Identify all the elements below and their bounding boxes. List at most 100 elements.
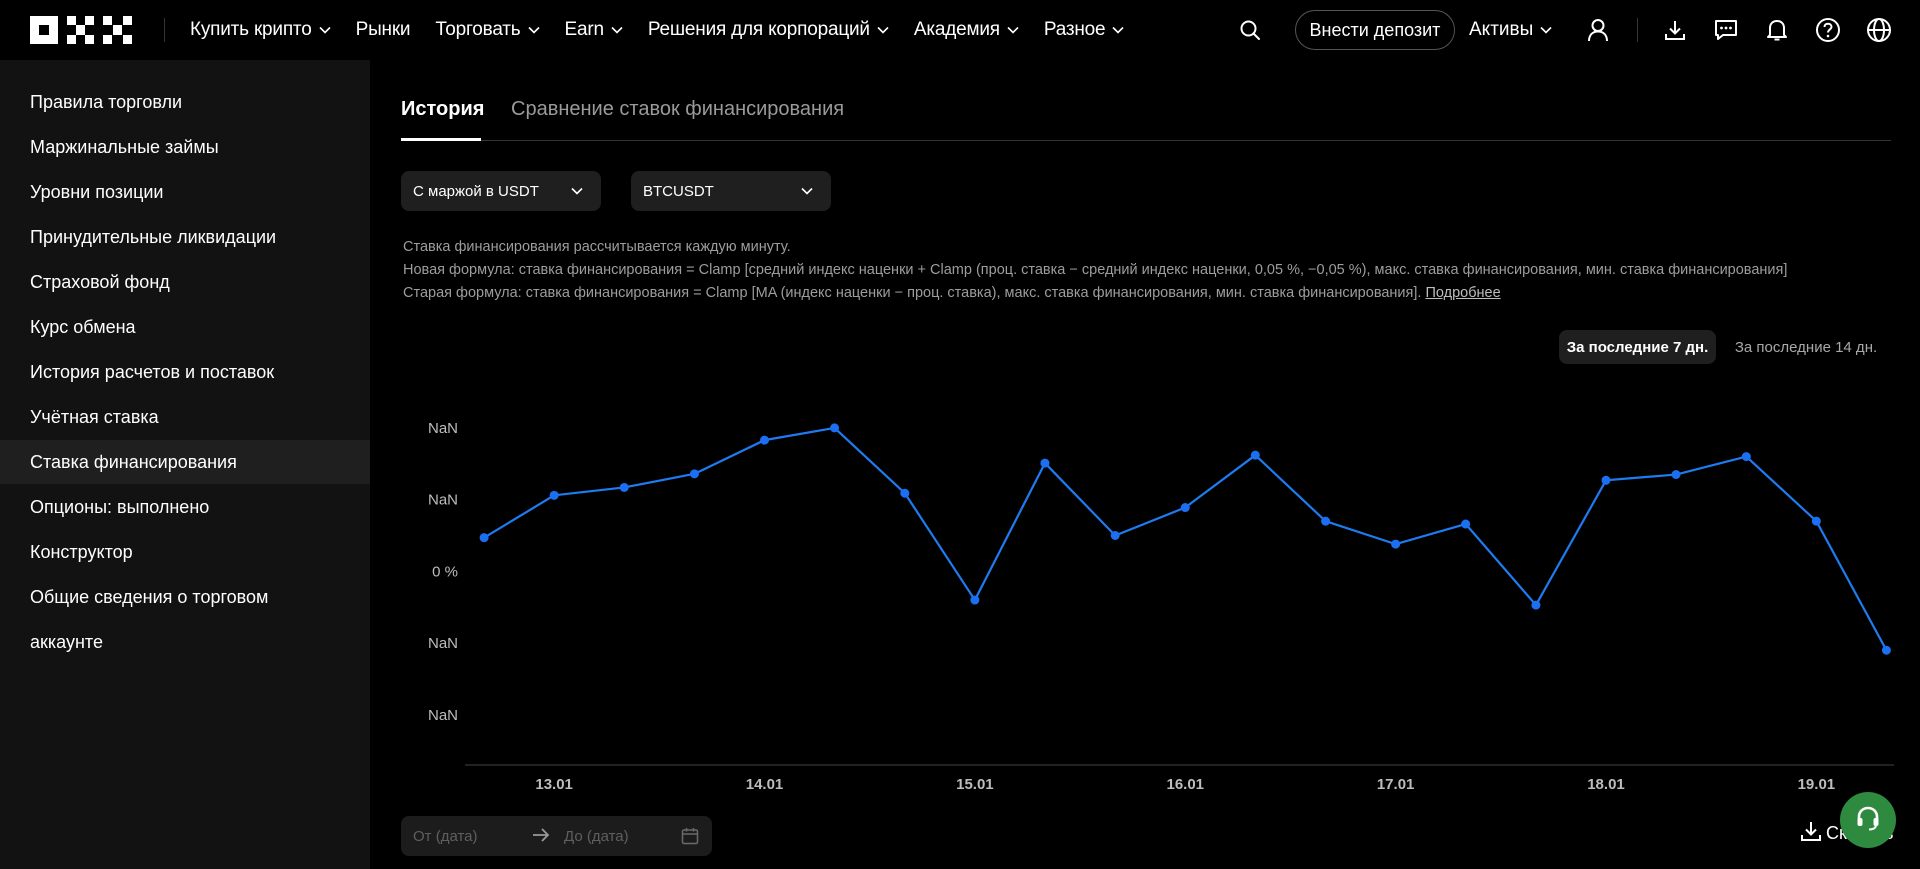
info-line: Ставка финансирования рассчитывается каж…	[403, 239, 791, 255]
x-tick-label: 18.01	[1587, 776, 1625, 793]
y-tick-label: NaN	[428, 492, 458, 509]
tab-funding-comparison[interactable]: Сравнение ставок финансирования	[511, 98, 844, 121]
sidebar-item-label: Опционы: выполнено	[30, 496, 210, 517]
active-tab-indicator	[401, 138, 481, 141]
support-chat-button[interactable]	[1840, 792, 1896, 848]
headset-icon	[1853, 803, 1883, 838]
pair-select[interactable]: BTCUSDT	[631, 171, 831, 211]
sidebar-item-options-exercised[interactable]: Опционы: выполнено	[0, 485, 370, 529]
x-tick-label: 16.01	[1166, 776, 1204, 793]
data-point	[1671, 470, 1681, 480]
sidebar-item-margin-loans[interactable]: Маржинальные займы	[0, 125, 370, 169]
data-point	[900, 488, 910, 498]
data-point	[1601, 475, 1611, 485]
info-line-text: Старая формула: ставка финансирования = …	[403, 285, 1422, 301]
data-point	[1110, 531, 1120, 541]
sidebar-item-trading-rules[interactable]: Правила торговли	[0, 80, 370, 124]
chevron-down-icon	[877, 26, 889, 34]
chevron-down-icon	[801, 187, 813, 195]
sidebar-item-label: Учётная ставка	[30, 406, 159, 427]
sidebar-item-exchange-rate[interactable]: Курс обмена	[0, 305, 370, 349]
chat-icon[interactable]	[1711, 15, 1741, 45]
download-icon[interactable]	[1660, 15, 1690, 45]
menu-item-label: Решения для корпораций	[647, 19, 870, 40]
y-tick-label: NaN	[428, 420, 458, 437]
info-line: Новая формула: ставка финансирования = C…	[403, 262, 1788, 278]
chevron-down-icon	[527, 26, 540, 34]
sidebar-item-account-overview[interactable]: Общие сведения о торговом	[0, 575, 370, 619]
globe-icon[interactable]	[1864, 15, 1894, 45]
data-point	[549, 490, 559, 500]
deposit-button[interactable]: Внести депозит	[1295, 10, 1455, 50]
range-14-days-button[interactable]: За последние 14 дн.	[1734, 338, 1878, 356]
tab-bar: История Сравнение ставок финансирования	[401, 92, 1891, 141]
y-tick-label: NaN	[428, 707, 458, 724]
chevron-down-icon	[1112, 26, 1124, 34]
download-icon	[1800, 820, 1822, 847]
data-point	[1250, 450, 1260, 460]
search-icon[interactable]	[1235, 15, 1265, 45]
sidebar-item-discount-rate[interactable]: Учётная ставка	[0, 395, 370, 439]
range-7-days-button[interactable]: За последние 7 дн.	[1559, 330, 1716, 364]
data-point	[1461, 519, 1471, 529]
chevron-down-icon	[611, 26, 623, 34]
sidebar: Правила торговли Маржинальные займы Уров…	[0, 60, 370, 869]
nav-divider	[1637, 18, 1638, 42]
calendar-icon[interactable]	[681, 827, 699, 850]
date-range-picker: От (дата) До (дата)	[401, 816, 712, 856]
sidebar-item-liquidations[interactable]: Принудительные ликвидации	[0, 215, 370, 259]
sidebar-item-settlement-history[interactable]: История расчетов и поставок	[0, 350, 370, 394]
menu-markets[interactable]: Рынки	[356, 19, 411, 41]
nav-divider	[164, 18, 165, 42]
sidebar-item-funding-rate[interactable]: Ставка финансирования	[0, 440, 370, 484]
info-line: Старая формула: ставка финансирования = …	[403, 282, 1787, 305]
margin-type-select[interactable]: С маржой в USDT	[401, 171, 601, 211]
menu-more[interactable]: Разное	[1044, 19, 1125, 41]
chevron-down-icon	[571, 187, 583, 195]
select-value: BTCUSDT	[643, 182, 714, 200]
data-point	[760, 435, 770, 445]
chevron-down-icon	[1007, 26, 1019, 34]
menu-item-label: Earn	[564, 19, 605, 40]
user-icon[interactable]	[1583, 15, 1613, 45]
data-point	[830, 423, 840, 433]
learn-more-link[interactable]: Подробнее	[1425, 285, 1501, 301]
series-line	[483, 426, 1888, 651]
sidebar-item-builder[interactable]: Конструктор	[0, 530, 370, 574]
x-tick-label: 19.01	[1798, 776, 1836, 793]
menu-item-label: Купить крипто	[190, 19, 312, 40]
sidebar-item-account-overview-cont[interactable]: аккаунте	[0, 620, 370, 664]
tab-history[interactable]: История	[401, 98, 484, 121]
sidebar-item-label: Ставка финансирования	[30, 451, 237, 472]
menu-earn[interactable]: Earn	[565, 19, 623, 41]
date-to-input[interactable]: До (дата)	[564, 828, 629, 845]
sidebar-item-position-tiers[interactable]: Уровни позиции	[0, 170, 370, 214]
data-point	[689, 469, 699, 479]
data-point	[970, 595, 980, 605]
x-tick-label: 15.01	[956, 776, 994, 793]
bell-icon[interactable]	[1762, 15, 1792, 45]
chart-svg: NaN NaN 0 % NaN NaN 13.01 14.01 15.01 16.01 17.01…	[428, 420, 1894, 793]
sidebar-item-label: Принудительные ликвидации	[30, 226, 277, 247]
date-from-input[interactable]: От (дата)	[413, 828, 478, 845]
sidebar-item-insurance-fund[interactable]: Страховой фонд	[0, 260, 370, 304]
assets-label: Активы	[1469, 19, 1534, 40]
sidebar-item-label: Курс обмена	[30, 316, 136, 337]
data-point	[1741, 452, 1751, 462]
sidebar-item-label: аккаунте	[30, 631, 103, 652]
okx-logo[interactable]	[30, 16, 132, 44]
menu-institutional[interactable]: Решения для корпораций	[648, 19, 889, 41]
assets-menu[interactable]: Активы	[1469, 0, 1552, 60]
menu-buy-crypto[interactable]: Купить крипто	[190, 19, 331, 41]
help-icon[interactable]	[1813, 15, 1843, 45]
menu-academy[interactable]: Академия	[914, 19, 1019, 41]
funding-rate-info: Ставка финансирования рассчитывается каж…	[403, 236, 1787, 305]
tab-label: История	[401, 98, 485, 120]
top-navigation: Купить крипто Рынки Торговать Earn Решен…	[0, 0, 1920, 60]
data-point	[1040, 458, 1050, 468]
data-point	[1811, 516, 1821, 526]
menu-item-label: Рынки	[355, 19, 411, 40]
menu-trade[interactable]: Торговать	[435, 19, 540, 41]
sidebar-item-label: Маржинальные займы	[30, 136, 219, 157]
sidebar-item-label: Страховой фонд	[30, 271, 170, 292]
